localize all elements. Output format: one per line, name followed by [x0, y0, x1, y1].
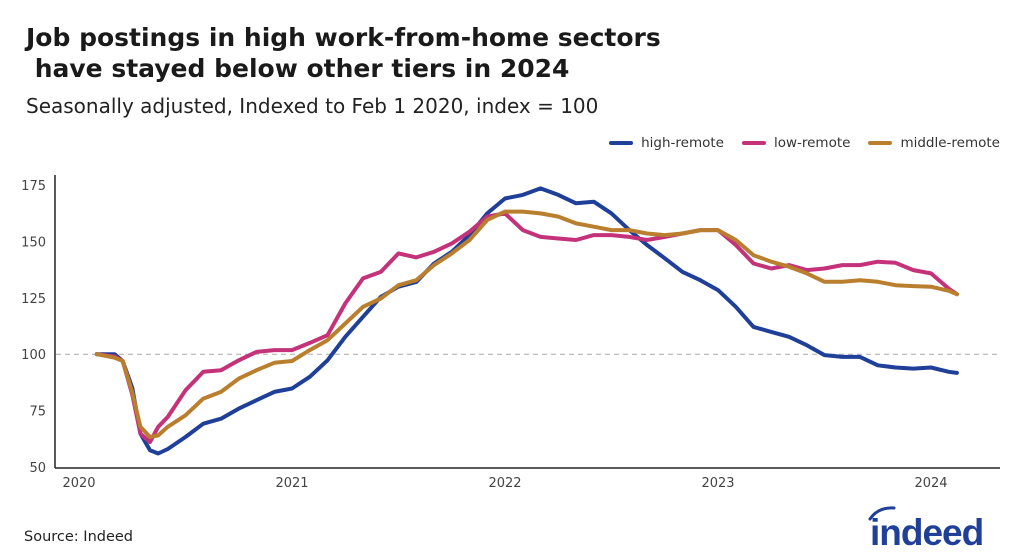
x-tick-label: 2021 — [275, 476, 308, 491]
y-tick-label: 150 — [21, 235, 46, 250]
legend-item-high-remote[interactable]: high-remote — [609, 135, 724, 151]
svg-text:indeed: indeed — [870, 512, 983, 551]
source-note: Source: Indeed — [24, 529, 134, 545]
series-line-middle-remote — [94, 209, 959, 439]
chart-subtitle: Seasonally adjusted, Indexed to Feb 1 20… — [26, 94, 599, 118]
legend-item-middle-remote[interactable]: middle-remote — [868, 135, 1000, 151]
x-tick-label: 2024 — [914, 476, 947, 491]
y-tick-label: 175 — [21, 179, 46, 194]
legend-label: middle-remote — [900, 135, 1000, 151]
legend-swatch — [868, 141, 893, 145]
y-tick-label: 125 — [21, 292, 46, 307]
x-tick-label: 2023 — [701, 476, 734, 491]
indeed-logo: indeed — [868, 506, 984, 551]
legend-label: low-remote — [773, 135, 851, 151]
x-tick-label: 2022 — [488, 476, 521, 491]
y-tick-label: 100 — [21, 348, 46, 363]
legend: high-remote low-remote middle-remote — [609, 135, 1000, 151]
chart-title: Job postings in high work-from-home sect… — [26, 23, 661, 83]
series-line-low-remote — [94, 211, 959, 444]
legend-item-low-remote[interactable]: low-remote — [741, 135, 851, 151]
series-line-high-remote — [94, 186, 959, 456]
y-tick-label: 75 — [29, 405, 46, 420]
x-tick-label: 2020 — [62, 476, 95, 491]
legend-swatch — [741, 141, 766, 145]
legend-swatch — [609, 141, 634, 145]
legend-label: high-remote — [641, 135, 724, 151]
y-tick-label: 50 — [29, 461, 46, 476]
